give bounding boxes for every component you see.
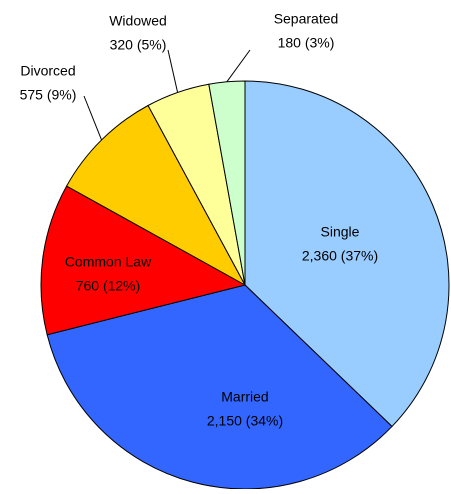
pie-slice	[46, 284, 393, 490]
slice-value-label: 2,360 (37%)	[302, 248, 378, 264]
slice-label: Married	[221, 389, 268, 405]
slice-value-label: 320 (5%)	[110, 37, 167, 53]
pie-slice	[40, 185, 247, 336]
slice-value-label: 575 (9%)	[20, 87, 77, 103]
slice-label: Single	[321, 224, 360, 240]
slice-value-label: 180 (3%)	[278, 35, 335, 51]
pie-slice	[65, 104, 247, 287]
pie-slice	[244, 80, 450, 428]
slice-value-label: 2,150 (34%)	[207, 413, 283, 429]
slice-value-label: 760 (12%)	[76, 278, 141, 294]
slice-label: Separated	[274, 11, 339, 27]
slice-label: Divorced	[20, 63, 75, 79]
slice-label: Common Law	[65, 254, 152, 270]
slice-label: Widowed	[109, 13, 167, 29]
leader-line	[83, 95, 103, 141]
leader-line	[167, 49, 179, 93]
leader-line	[226, 49, 251, 83]
